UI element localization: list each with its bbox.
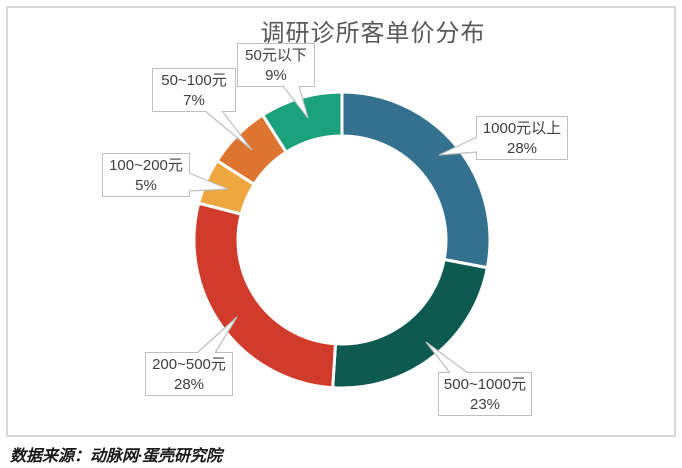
callout-percent: 7% [183,92,205,109]
callout-50-100: 50~100元 7% [152,68,236,112]
callout-label: 100~200元 [109,157,183,174]
callout-percent: 5% [135,177,157,194]
callout-over-1000: 1000元以上 28% [476,116,568,160]
callout-label: 50~100元 [161,72,227,89]
donut-segment-0 [340,90,492,270]
data-source-note: 数据来源：动脉网·蛋壳研究院 [10,448,223,465]
callout-percent: 28% [506,140,538,157]
donut-segment-1 [331,257,490,390]
callout-label: 50元以下 [245,47,307,64]
callout-500-1000: 500~1000元 23% [438,372,532,416]
callout-label: 200~500元 [152,356,226,373]
callout-label: 500~1000元 [443,376,527,393]
callout-label: 1000元以上 [482,120,562,137]
chart-title: 调研诊所客单价分布 [260,20,486,47]
callout-percent: 23% [469,396,501,413]
callout-100-200: 100~200元 5% [102,153,190,197]
callout-percent: 9% [265,67,287,84]
callout-under-50: 50元以下 9% [237,43,315,87]
callout-percent: 28% [173,376,205,393]
callout-200-500: 200~500元 28% [145,352,233,396]
